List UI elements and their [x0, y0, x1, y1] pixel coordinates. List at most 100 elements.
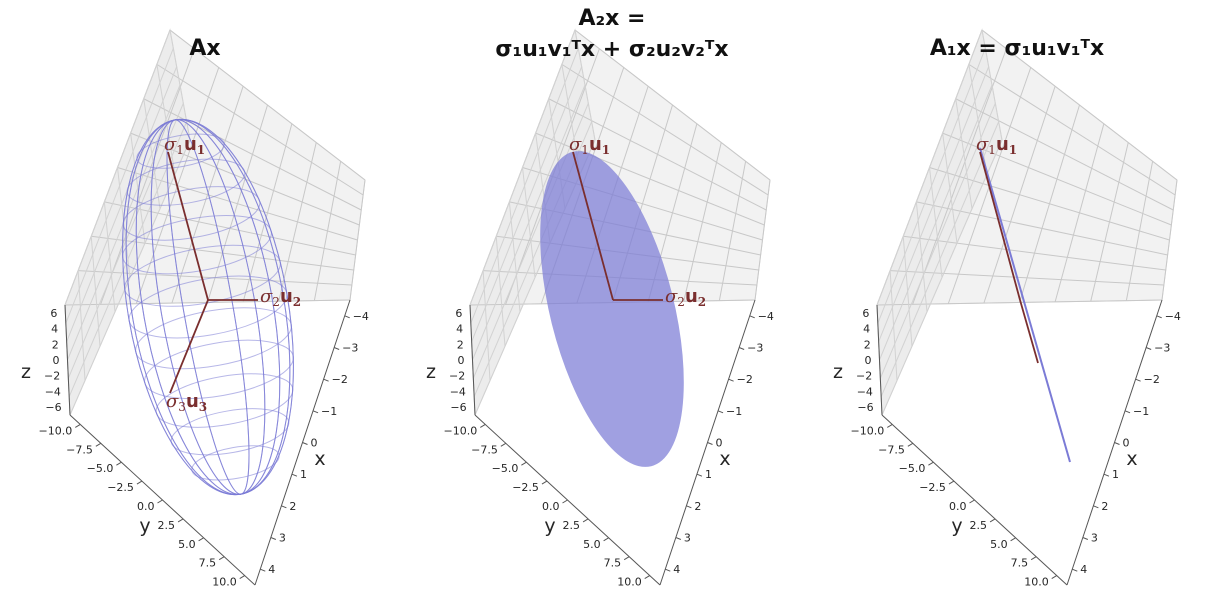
- x-tick-mark: [697, 474, 702, 476]
- y-tick-mark: [1031, 557, 1036, 560]
- y-tick-mark: [604, 538, 609, 541]
- z-tick-label: −4: [450, 385, 466, 398]
- z-tick-label: 0: [458, 354, 465, 367]
- y-tick-label: −2.5: [919, 481, 946, 494]
- z-tick-label: 4: [456, 323, 463, 336]
- x-tick-mark: [708, 443, 713, 445]
- x-tick-label: −3: [1154, 342, 1170, 355]
- x-tick-mark: [1072, 569, 1077, 571]
- z-tick-label: 2: [52, 338, 59, 351]
- x-tick-label: 3: [1091, 532, 1098, 545]
- x-tick-mark: [1146, 348, 1151, 350]
- y-tick-label: 5.0: [583, 538, 601, 551]
- y-tick-mark: [158, 500, 163, 503]
- z-tick-label: −4: [45, 385, 61, 398]
- y-tick-mark: [199, 538, 204, 541]
- y-tick-label: −10.0: [851, 424, 885, 437]
- x-tick-mark: [665, 569, 670, 571]
- z-tick-label: −6: [450, 401, 466, 414]
- x-tick-label: −3: [747, 342, 763, 355]
- z-tick-label: 6: [862, 307, 869, 320]
- y-tick-label: −5.0: [899, 462, 926, 475]
- y-axis-label: y: [951, 515, 962, 537]
- x-axis-label: x: [719, 448, 730, 470]
- y-tick-mark: [137, 481, 142, 484]
- x-tick-mark: [1115, 443, 1120, 445]
- x-tick-mark: [1157, 316, 1162, 318]
- vector-line: [170, 300, 208, 393]
- z-tick-label: −4: [857, 385, 873, 398]
- y-tick-mark: [219, 557, 224, 560]
- x-tick-label: −1: [321, 405, 337, 418]
- y-tick-mark: [542, 481, 547, 484]
- y-tick-label: 2.5: [563, 519, 581, 532]
- y-tick-mark: [1011, 538, 1016, 541]
- x-tick-label: −4: [353, 310, 369, 323]
- z-axis-label: z: [21, 361, 31, 383]
- y-tick-mark: [240, 576, 245, 579]
- y-tick-label: −5.0: [492, 462, 519, 475]
- panel-a2x: −10.0 −7.5 −5.0 −2.50.02.55.07.5 10.0 4 3 2 1 0 −1…: [426, 6, 774, 589]
- y-tick-mark: [928, 462, 933, 465]
- x-tick-label: 2: [289, 500, 296, 513]
- x-tick-label: −2: [1144, 373, 1160, 386]
- z-tick-label: 0: [53, 354, 60, 367]
- y-tick-label: −7.5: [66, 443, 93, 456]
- y-tick-label: 7.5: [604, 557, 622, 570]
- x-tick-mark: [1136, 379, 1141, 381]
- x-tick-mark: [729, 379, 734, 381]
- y-tick-label: −5.0: [87, 462, 114, 475]
- x-tick-mark: [686, 506, 691, 508]
- z-tick-label: −2: [856, 370, 872, 383]
- x-tick-mark: [334, 348, 339, 350]
- x-tick-mark: [1093, 506, 1098, 508]
- y-tick-mark: [949, 481, 954, 484]
- x-tick-mark: [303, 443, 308, 445]
- panel-title: Ax: [189, 36, 220, 61]
- x-tick-label: −2: [332, 373, 348, 386]
- panel-ax: −10.0−7.5−5.0−2.50.02.55.07.510.043210−1…: [21, 30, 369, 589]
- x-tick-label: −3: [342, 342, 358, 355]
- x-tick-mark: [281, 506, 286, 508]
- y-tick-label: −2.5: [107, 481, 134, 494]
- x-tick-label: 2: [694, 500, 701, 513]
- x-axis-label: x: [1126, 448, 1137, 470]
- z-tick-label: 2: [457, 338, 464, 351]
- z-tick-label: 4: [863, 323, 870, 336]
- y-tick-mark: [887, 424, 892, 427]
- x-tick-label: 3: [684, 532, 691, 545]
- y-tick-mark: [970, 500, 975, 503]
- y-tick-label: 2.5: [158, 519, 176, 532]
- x-tick-mark: [260, 569, 265, 571]
- y-tick-mark: [645, 576, 650, 579]
- y-axis-label: y: [139, 515, 150, 537]
- y-tick-mark: [521, 462, 526, 465]
- x-tick-label: −2: [737, 373, 753, 386]
- y-tick-mark: [1052, 576, 1057, 579]
- x-tick-mark: [271, 538, 276, 540]
- y-tick-label: 5.0: [990, 538, 1008, 551]
- z-tick-label: 4: [51, 323, 58, 336]
- y-tick-label: 7.5: [199, 557, 217, 570]
- y-tick-label: 10.0: [1024, 576, 1049, 589]
- panel-a1x: −10.0 −7.5 −5.0 −2.50.02.55.07.5 10.0 4 3 2 1 0 −1…: [833, 30, 1181, 589]
- x-axis-label: x: [314, 448, 325, 470]
- y-tick-mark: [480, 424, 485, 427]
- y-tick-label: −10.0: [39, 424, 73, 437]
- vector-line: [1020, 300, 1038, 363]
- z-tick-label: 6: [50, 307, 57, 320]
- y-tick-mark: [75, 424, 80, 427]
- x-tick-label: −4: [758, 310, 774, 323]
- panel-title-line1: A₂x =: [579, 6, 646, 31]
- x-tick-label: 4: [1080, 563, 1087, 576]
- y-tick-mark: [908, 443, 913, 446]
- y-tick-mark: [116, 462, 121, 465]
- x-tick-mark: [1083, 538, 1088, 540]
- y-tick-label: 2.5: [970, 519, 988, 532]
- z-axis-label: z: [833, 361, 843, 383]
- y-tick-label: 5.0: [178, 538, 196, 551]
- z-tick-label: −2: [44, 370, 60, 383]
- wireframe-parallel: [131, 297, 296, 379]
- y-tick-mark: [501, 443, 506, 446]
- y-tick-label: 10.0: [212, 576, 237, 589]
